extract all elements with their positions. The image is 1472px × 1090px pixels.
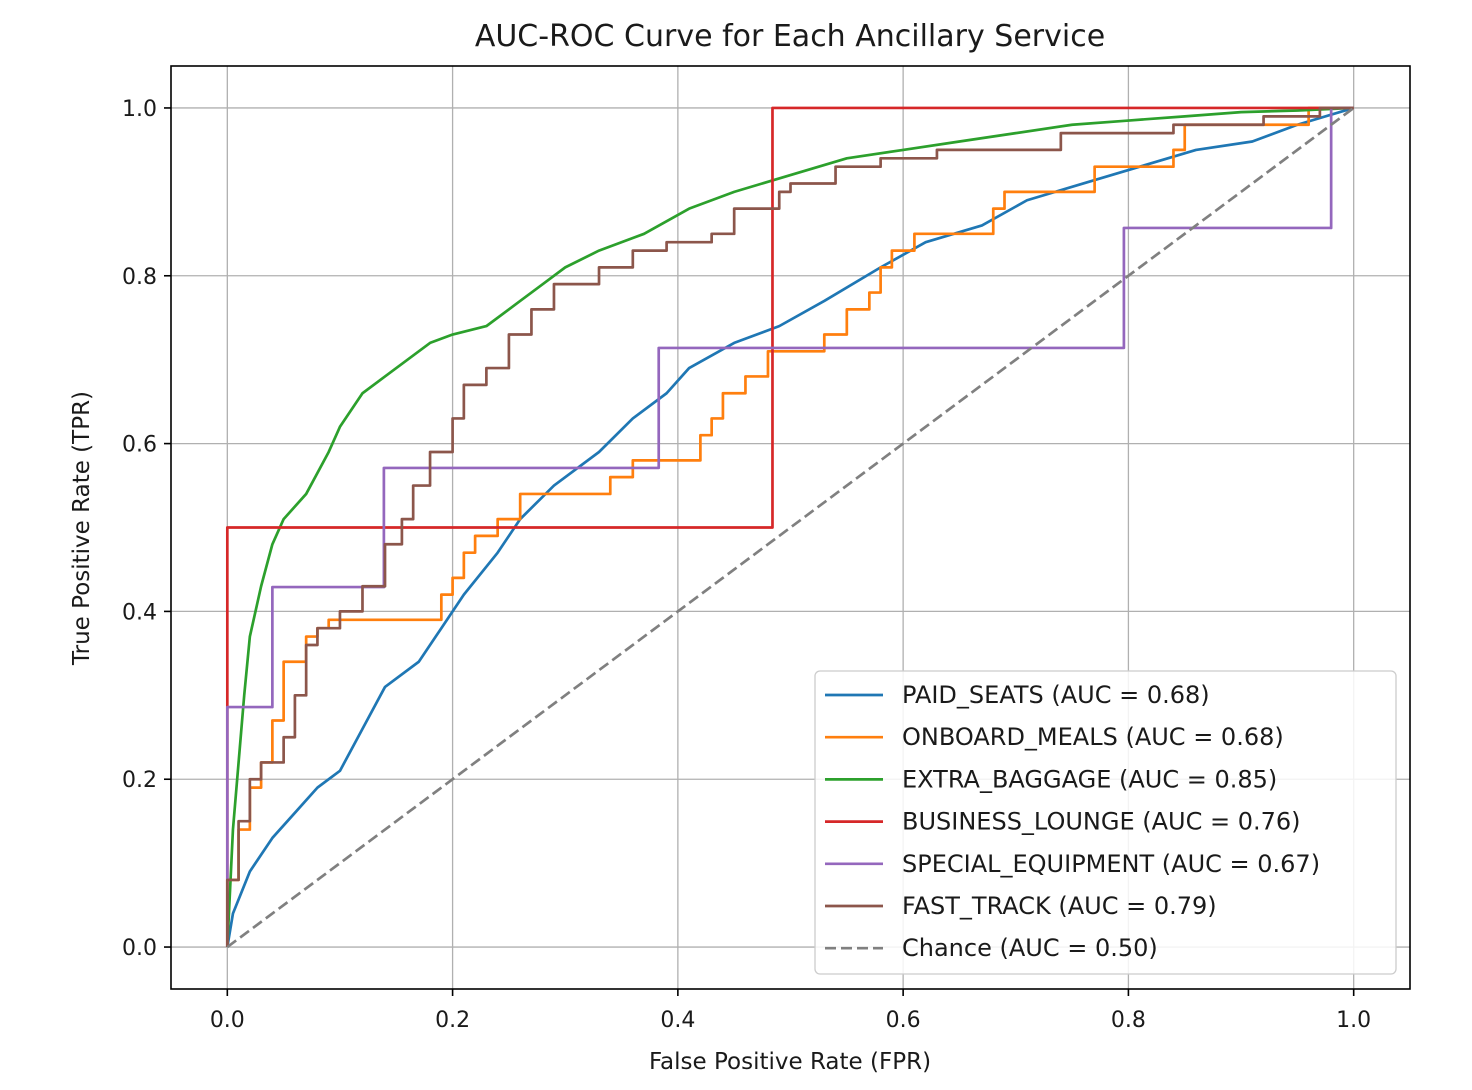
legend-label: BUSINESS_LOUNGE (AUC = 0.76) [902,808,1301,836]
series-line-4 [225,106,1354,948]
legend-label: SPECIAL_EQUIPMENT (AUC = 0.67) [902,850,1320,878]
axis-ticks: 0.0 0.2 0.4 0.6 0.8 1.0 0.0 0.2 0.4 0.6 0.8 1.0 [122,97,1371,1033]
legend: PAID_SEATS (AUC = 0.68) ONBOARD_MEALS (AU… [814,670,1397,975]
x-tick-label: 0.8 [1111,1008,1146,1033]
y-tick-label: 0.8 [122,265,157,290]
x-axis-label: False Positive Rate (FPR) [649,1049,931,1075]
legend-box [814,670,1397,975]
grid-lines [171,66,1410,989]
legend-label: FAST_TRACK (AUC = 0.79) [902,892,1217,920]
legend-label: EXTRA_BAGGAGE (AUC = 0.85) [902,765,1277,793]
legend-label: Chance (AUC = 0.50) [902,934,1158,962]
series-line-5 [225,106,1354,948]
x-tick-label: 1.0 [1336,1008,1371,1033]
y-tick-label: 0.2 [122,768,157,793]
y-tick-label: 0.0 [122,936,157,961]
series-layer [225,106,1355,949]
y-axis-label: True Positive Rate (TPR) [69,391,95,666]
y-tick-label: 0.6 [122,433,157,458]
y-tick-label: 1.0 [122,97,157,122]
x-tick-label: 0.2 [435,1008,470,1033]
legend-label: ONBOARD_MEALS (AUC = 0.68) [902,723,1284,751]
series-line-1 [225,106,1354,948]
x-tick-label: 0.6 [886,1008,921,1033]
y-tick-label: 0.4 [122,600,157,625]
chart-title: AUC-ROC Curve for Each Ancillary Service [475,19,1105,54]
x-tick-label: 0.0 [210,1008,245,1033]
plot-frame [170,65,1411,990]
series-line-0 [225,106,1355,948]
legend-label: PAID_SEATS (AUC = 0.68) [902,681,1210,709]
series-line-3 [225,106,1354,948]
x-tick-label: 0.4 [660,1008,695,1033]
series-line-2 [225,106,1354,948]
series-line-6 [226,106,1355,949]
